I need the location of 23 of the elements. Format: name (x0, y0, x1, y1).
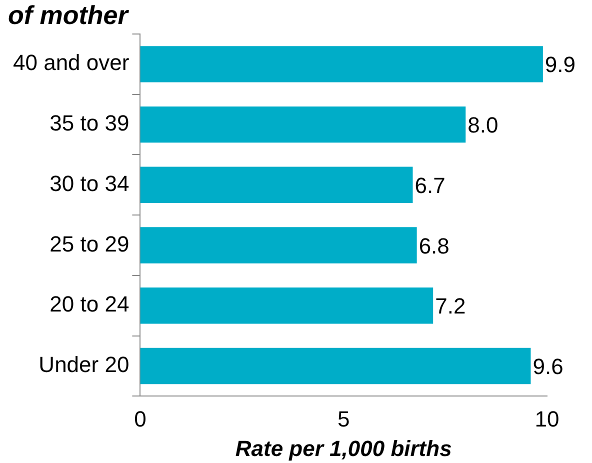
x-tick-label: 5 (337, 406, 350, 432)
y-tick-label: 25 to 29 (50, 231, 130, 256)
y-tick-label: 30 to 34 (50, 170, 130, 196)
data-label: 8.0 (468, 112, 498, 138)
x-tick-label: 0 (134, 406, 146, 432)
y-tick-label: 40 and over (12, 50, 130, 76)
y-tick-label: 20 to 24 (50, 292, 130, 317)
data-label: 7.2 (435, 294, 466, 319)
bar (140, 106, 466, 143)
bar (140, 288, 434, 324)
x-tick-label: 10 (534, 406, 560, 432)
y-tick-label: Under 20 (38, 352, 130, 378)
x-axis-title: Rate per 1,000 births (235, 436, 452, 461)
data-label: 9.9 (544, 52, 576, 78)
bar (140, 227, 417, 264)
data-label: 6.7 (414, 172, 446, 198)
bar (140, 166, 413, 204)
data-label: 9.6 (532, 354, 564, 380)
y-tick-label: 35 to 39 (50, 110, 130, 136)
bar (140, 46, 543, 82)
chart-title: of mother (8, 0, 128, 31)
bar (140, 348, 531, 384)
data-label: 6.8 (418, 233, 450, 258)
